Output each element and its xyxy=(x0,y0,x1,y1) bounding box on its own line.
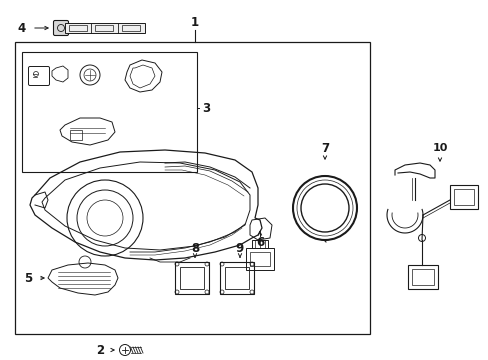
Text: 10: 10 xyxy=(431,143,447,153)
Text: 9: 9 xyxy=(235,242,244,255)
Bar xyxy=(251,240,267,248)
Bar xyxy=(175,262,208,294)
Bar xyxy=(249,252,269,266)
Bar xyxy=(245,248,273,270)
Text: 7: 7 xyxy=(320,141,328,154)
Bar xyxy=(69,25,87,31)
Bar xyxy=(95,25,113,31)
Text: 4: 4 xyxy=(18,22,26,35)
Text: 2: 2 xyxy=(96,343,104,356)
Bar xyxy=(220,262,253,294)
Bar xyxy=(224,267,248,289)
Bar xyxy=(122,25,140,31)
Bar xyxy=(449,185,477,209)
Bar xyxy=(70,130,82,140)
Bar xyxy=(411,269,433,285)
Text: 6: 6 xyxy=(255,235,264,248)
Text: 3: 3 xyxy=(202,102,210,114)
Bar xyxy=(65,23,145,33)
Bar xyxy=(453,189,473,205)
Bar xyxy=(22,52,197,172)
Bar xyxy=(180,267,203,289)
Text: 8: 8 xyxy=(190,242,199,255)
Text: 1: 1 xyxy=(190,15,199,28)
Bar xyxy=(15,42,369,334)
FancyBboxPatch shape xyxy=(53,21,68,36)
Bar xyxy=(407,265,437,289)
Text: 5: 5 xyxy=(24,271,32,284)
